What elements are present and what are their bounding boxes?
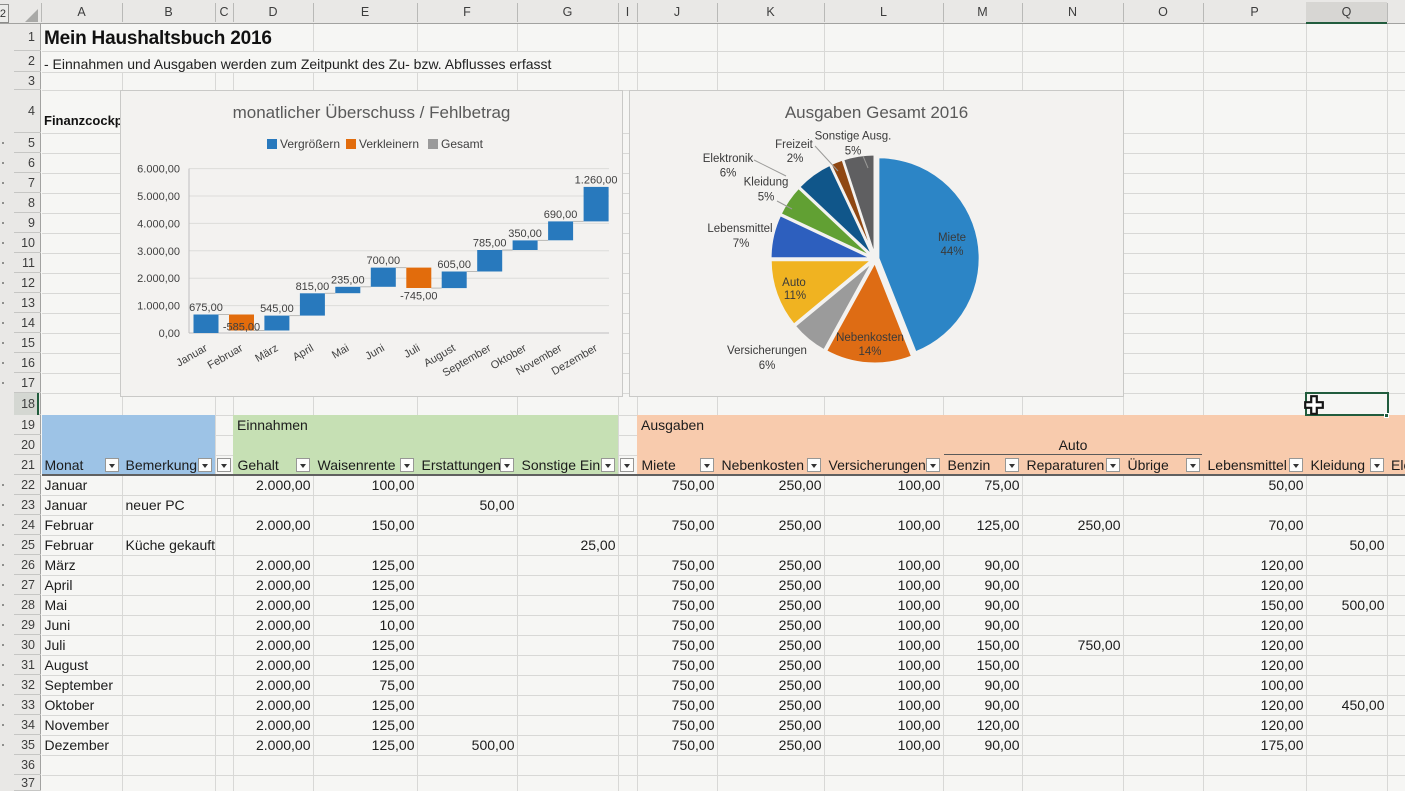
svg-text:785,00: 785,00 xyxy=(473,238,507,250)
svg-text:1.260,00: 1.260,00 xyxy=(575,174,618,186)
svg-text:4.000,00: 4.000,00 xyxy=(137,218,180,230)
svg-text:2%: 2% xyxy=(787,153,804,165)
svg-text:350,00: 350,00 xyxy=(508,228,542,240)
svg-text:-585,00: -585,00 xyxy=(223,322,260,334)
svg-text:5.000,00: 5.000,00 xyxy=(137,191,180,203)
svg-text:Lebensmittel: Lebensmittel xyxy=(707,223,772,235)
svg-text:Freizeit: Freizeit xyxy=(775,139,814,151)
svg-text:Verkleinern: Verkleinern xyxy=(359,137,419,151)
svg-text:6.000,00: 6.000,00 xyxy=(137,164,180,176)
svg-text:Vergrößern: Vergrößern xyxy=(280,137,340,151)
svg-text:5%: 5% xyxy=(845,146,862,158)
svg-text:Kleidung: Kleidung xyxy=(744,177,789,189)
svg-text:0,00: 0,00 xyxy=(159,328,180,340)
svg-text:Ausgaben Gesamt 2016: Ausgaben Gesamt 2016 xyxy=(785,103,968,122)
svg-text:44%: 44% xyxy=(940,246,963,258)
svg-text:700,00: 700,00 xyxy=(366,255,400,267)
svg-text:6%: 6% xyxy=(759,360,776,372)
svg-text:14%: 14% xyxy=(858,346,881,358)
svg-text:Miete: Miete xyxy=(938,232,966,244)
svg-text:-745,00: -745,00 xyxy=(400,290,437,302)
svg-text:1.000,00: 1.000,00 xyxy=(137,301,180,313)
svg-text:605,00: 605,00 xyxy=(437,259,471,271)
svg-text:7%: 7% xyxy=(733,238,750,250)
svg-text:545,00: 545,00 xyxy=(260,303,294,315)
svg-text:2.000,00: 2.000,00 xyxy=(137,273,180,285)
svg-text:monatlicher Überschuss / Fehlb: monatlicher Überschuss / Fehlbetrag xyxy=(233,103,511,122)
svg-text:3.000,00: 3.000,00 xyxy=(137,246,180,258)
svg-text:690,00: 690,00 xyxy=(544,209,578,221)
svg-text:675,00: 675,00 xyxy=(189,302,223,314)
svg-text:6%: 6% xyxy=(720,168,737,180)
svg-text:Elektronik: Elektronik xyxy=(703,153,754,165)
svg-text:11%: 11% xyxy=(784,290,806,302)
svg-text:5%: 5% xyxy=(758,192,775,204)
svg-text:Versicherungen: Versicherungen xyxy=(727,345,807,357)
svg-text:Auto: Auto xyxy=(782,277,806,289)
svg-text:815,00: 815,00 xyxy=(296,281,330,293)
svg-text:Sonstige Ausg.: Sonstige Ausg. xyxy=(815,131,892,143)
svg-text:235,00: 235,00 xyxy=(331,274,365,286)
svg-text:Gesamt: Gesamt xyxy=(441,137,484,151)
svg-text:Nebenkosten: Nebenkosten xyxy=(836,332,904,344)
